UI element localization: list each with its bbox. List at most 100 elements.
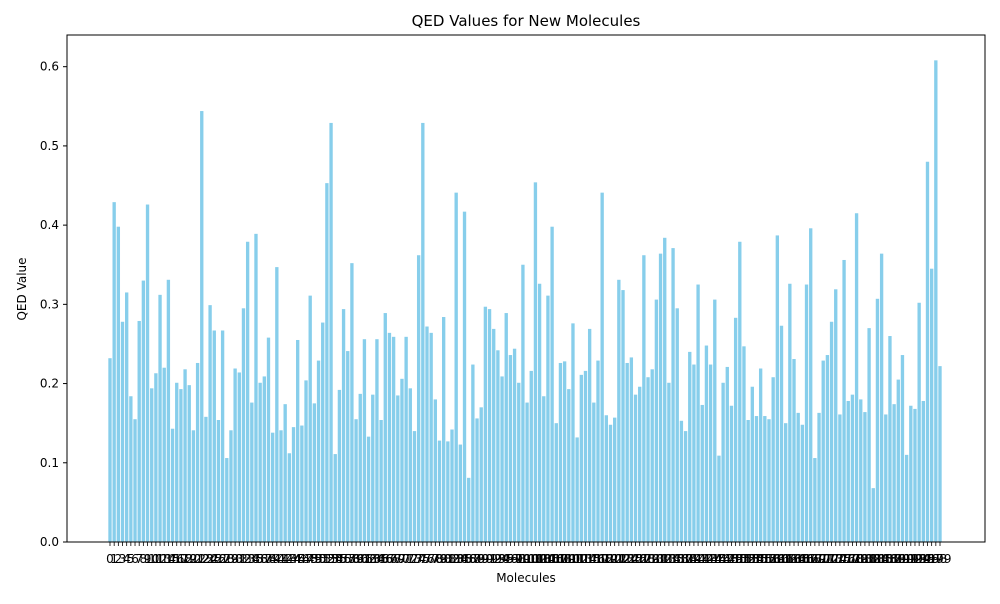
x-tick-label: 13: [157, 552, 172, 566]
x-tick-label: 106: [541, 552, 564, 566]
bar-172: [825, 355, 830, 542]
bar-107: [554, 423, 558, 542]
x-tick-label: 147: [712, 552, 735, 566]
bar-105: [546, 295, 550, 542]
bar-135: [671, 248, 675, 542]
x-tick-label: 118: [591, 552, 614, 566]
x-tick-label: 113: [570, 552, 593, 566]
x-tick-label: 40: [269, 552, 284, 566]
bar-199: [938, 366, 942, 542]
x-tick-label: 114: [574, 552, 597, 566]
x-axis-label: Molecules: [496, 571, 556, 585]
bar-171: [821, 360, 825, 542]
x-axis: 0123456789101112131415161718192021222324…: [106, 542, 951, 566]
x-tick-label: 177: [837, 552, 860, 566]
x-tick-label: 2: [115, 552, 123, 566]
x-tick-label: 74: [411, 552, 426, 566]
bar-6: [133, 419, 137, 542]
bar-13: [162, 367, 166, 542]
bar-97: [512, 348, 517, 542]
x-tick-label: 137: [670, 552, 693, 566]
bar-141: [696, 284, 700, 542]
bar-86: [467, 477, 471, 542]
bar-5: [129, 396, 133, 542]
bar-148: [725, 366, 729, 542]
x-tick-label: 196: [916, 552, 939, 566]
bar-150: [733, 317, 738, 542]
bars-layer: [108, 60, 942, 543]
x-tick-label: 144: [699, 552, 722, 566]
bar-178: [850, 394, 855, 542]
x-tick-label: 26: [211, 552, 226, 566]
bar-126: [633, 394, 638, 542]
x-tick-label: 149: [720, 552, 743, 566]
x-tick-label: 54: [328, 552, 343, 566]
bar-53: [329, 122, 333, 543]
x-tick-label: 195: [912, 552, 935, 566]
x-tick-label: 186: [874, 552, 897, 566]
bar-197: [929, 268, 934, 542]
bar-111: [571, 323, 575, 542]
bar-41: [279, 430, 283, 542]
bar-189: [896, 379, 900, 542]
bar-55: [337, 389, 342, 542]
bar-163: [788, 283, 792, 542]
bar-175: [838, 414, 842, 542]
x-tick-label: 85: [457, 552, 472, 566]
bar-16: [175, 382, 179, 542]
y-tick-label: 0.1: [40, 456, 59, 470]
x-tick-label: 111: [562, 552, 585, 566]
bar-84: [458, 444, 463, 542]
bar-142: [700, 404, 704, 542]
bar-12: [158, 294, 162, 542]
x-tick-label: 108: [549, 552, 572, 566]
bar-159: [771, 377, 775, 542]
x-tick-label: 103: [528, 552, 551, 566]
bar-113: [579, 374, 583, 542]
bar-43: [287, 453, 292, 542]
x-tick-label: 7: [135, 552, 143, 566]
bar-93: [496, 350, 500, 542]
x-tick-label: 101: [520, 552, 543, 566]
bar-44: [291, 427, 296, 542]
x-tick-label: 71: [398, 552, 413, 566]
bar-123: [621, 290, 625, 542]
bar-103: [537, 283, 542, 542]
x-tick-label: 79: [432, 552, 447, 566]
y-tick-label: 0.3: [40, 297, 59, 311]
x-tick-label: 160: [766, 552, 789, 566]
x-tick-label: 68: [386, 552, 401, 566]
bar-57: [346, 351, 350, 542]
x-tick-label: 159: [762, 552, 785, 566]
bar-10: [150, 388, 154, 542]
bar-101: [529, 370, 533, 542]
y-tick-label: 0.4: [40, 218, 59, 232]
bar-149: [729, 405, 734, 542]
bar-162: [784, 423, 788, 542]
bar-40: [275, 267, 279, 542]
bar-168: [809, 228, 813, 543]
bar-181: [863, 412, 867, 542]
x-tick-label: 125: [620, 552, 643, 566]
x-tick-label: 132: [649, 552, 672, 566]
bar-2: [116, 226, 121, 542]
x-tick-label: 138: [674, 552, 697, 566]
x-tick-label: 181: [853, 552, 876, 566]
x-tick-label: 163: [778, 552, 801, 566]
bar-143: [704, 345, 709, 542]
bar-8: [141, 280, 146, 542]
bar-11: [154, 373, 158, 542]
x-tick-label: 91: [482, 552, 497, 566]
bar-0: [108, 358, 112, 542]
bar-15: [170, 428, 175, 542]
x-tick-label: 8: [140, 552, 148, 566]
bar-140: [692, 364, 696, 542]
bar-56: [341, 309, 346, 542]
x-tick-label: 136: [666, 552, 689, 566]
bar-139: [688, 351, 692, 543]
x-tick-label: 77: [424, 552, 439, 566]
x-tick-label: 39: [265, 552, 280, 566]
x-tick-label: 153: [737, 552, 760, 566]
bar-89: [479, 407, 483, 542]
